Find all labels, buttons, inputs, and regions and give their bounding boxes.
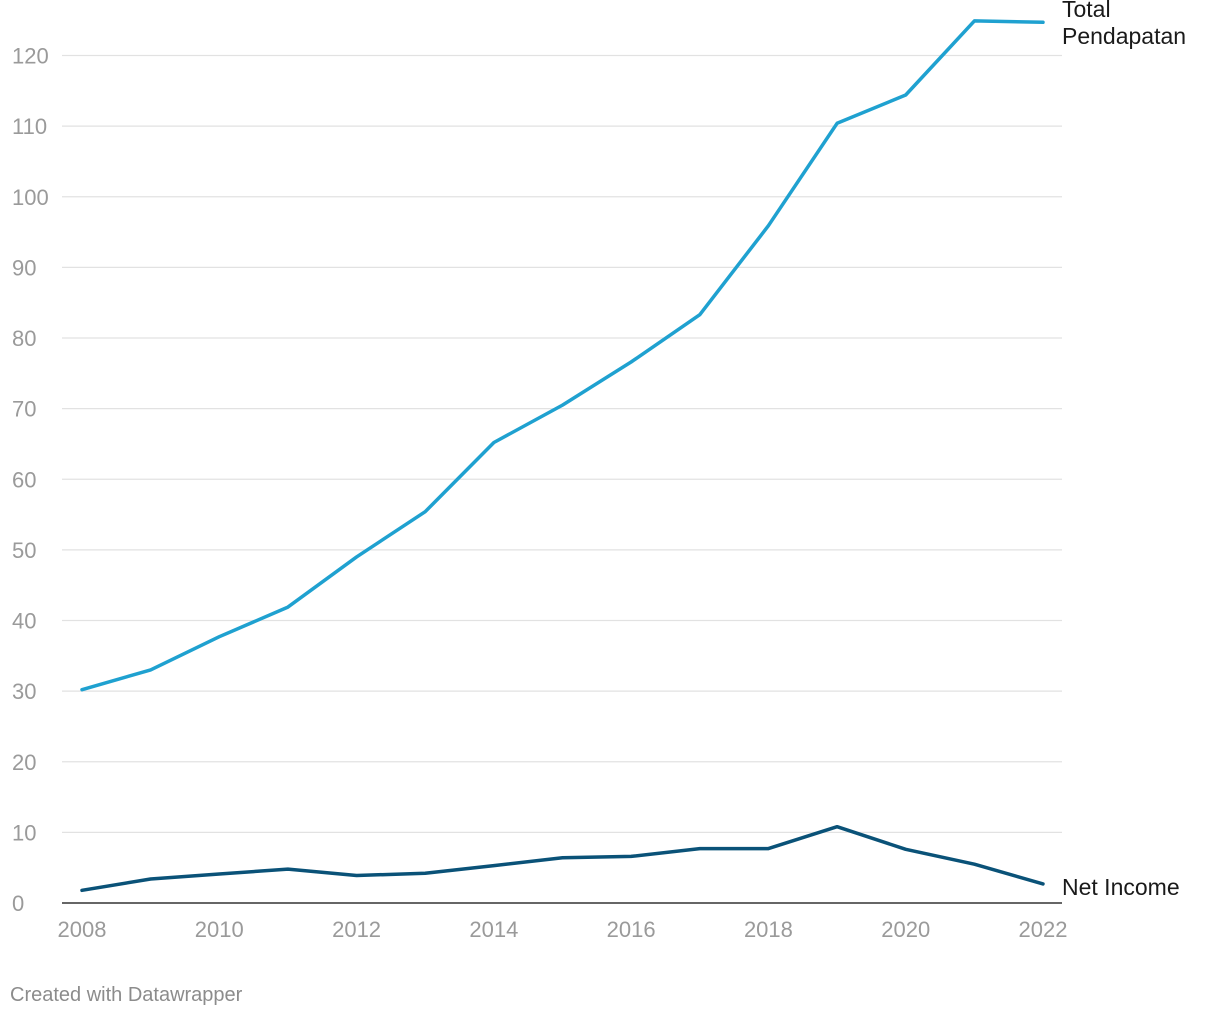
y-axis-tick-labels: 0 10 20 30 40 50 60 70 80 90 100 110 120 [12,44,49,917]
y-tick-label: 30 [12,679,36,704]
gridlines [62,54,1062,904]
x-tick-label: 2022 [1019,917,1068,942]
x-tick-label: 2018 [744,917,793,942]
series-label: Net Income [1062,874,1180,900]
y-tick-label: 60 [12,467,36,492]
y-tick-label: 90 [12,255,36,280]
series-line-net-income [80,824,1045,893]
series-line-total-pendapatan [80,19,1045,692]
x-tick-label: 2008 [58,917,107,942]
y-tick-label: 20 [12,750,36,775]
y-tick-label: 40 [12,609,36,634]
x-tick-label: 2010 [195,917,244,942]
y-tick-label: 10 [12,820,36,845]
x-tick-label: 2012 [332,917,381,942]
datawrapper-credit: Created with Datawrapper [10,984,243,1006]
x-tick-label: 2016 [607,917,656,942]
y-tick-label: 80 [12,326,36,351]
series-label: Total Pendapatan [1062,0,1186,49]
y-tick-label: 0 [12,891,24,916]
y-tick-label: 110 [12,114,47,139]
line-chart: 0 10 20 30 40 50 60 70 80 90 100 110 120 2008 2010 201… [12,0,1186,942]
x-tick-label: 2014 [469,917,518,942]
x-axis-tick-labels: 2008 2010 2012 2014 2016 2018 2020 2022 [58,917,1068,942]
x-tick-label: 2020 [881,917,930,942]
y-tick-label: 70 [12,397,36,422]
series-labels: Total Pendapatan Net Income [1062,0,1186,900]
y-tick-label: 50 [12,538,36,563]
y-tick-label: 100 [12,185,49,210]
series-lines [80,19,1045,893]
y-tick-label: 120 [12,44,49,69]
